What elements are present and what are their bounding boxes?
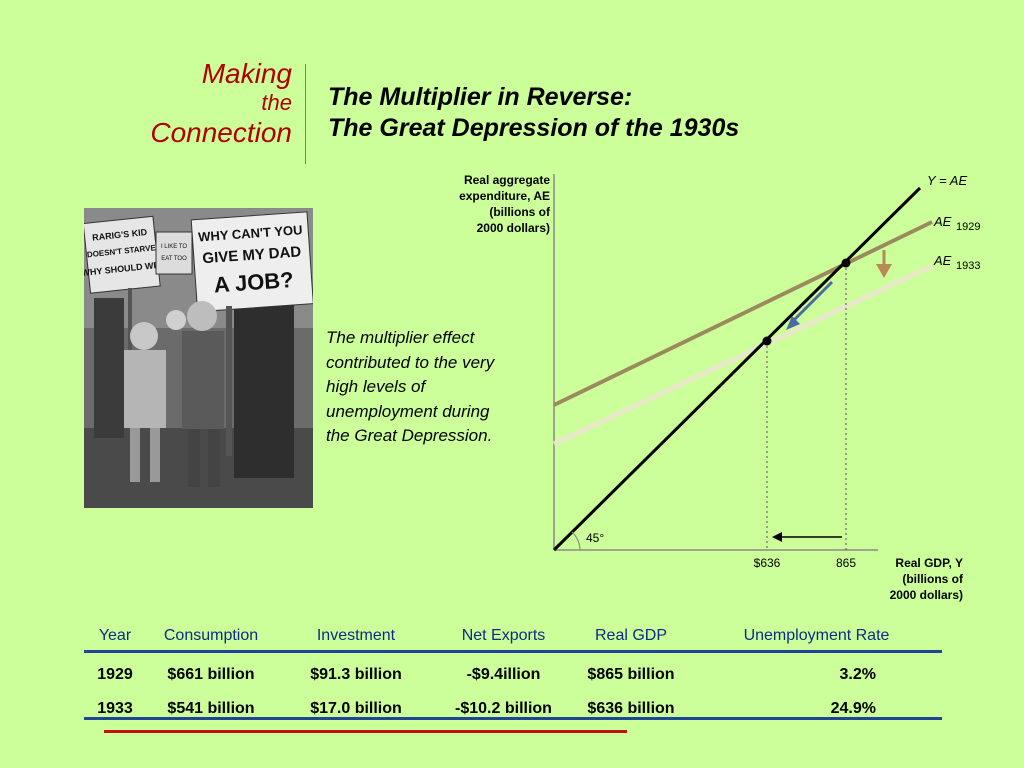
y-axis-label-line-3: (billions of	[489, 205, 551, 219]
ae-1933-line	[552, 263, 934, 447]
title-line-1: The Multiplier in Reverse:	[328, 83, 633, 111]
depression-data-table: Year Consumption Investment Net Exports …	[84, 622, 942, 726]
equilibrium-point-1933	[762, 336, 772, 346]
y-axis-label: Real aggregate expenditure, AE (billions…	[459, 173, 551, 235]
table-header-row: Year Consumption Investment Net Exports …	[84, 622, 942, 650]
chart-caption: The multiplier effect contributed to the…	[326, 328, 495, 445]
brand-the: the	[261, 90, 292, 115]
cell-unemployment-rate: 3.2%	[839, 666, 876, 683]
header-year: Year	[98, 627, 132, 644]
photo-illustration: WHY CAN'T YOU GIVE MY DAD A JOB? RARIG'S…	[84, 208, 313, 508]
y-equals-ae-line	[552, 186, 922, 552]
header-consumption: Consumption	[163, 627, 259, 644]
table-bottom-rule	[84, 717, 942, 720]
slide-title: The Multiplier in Reverse: The Great Dep…	[328, 82, 739, 144]
footer-accent-rule	[104, 730, 627, 733]
x-axis-label-line-3: 2000 dollars)	[890, 588, 963, 602]
gdp-decline-arrow	[772, 532, 842, 542]
cell-net-exports: -$10.2 billion	[455, 700, 552, 717]
ae-1929-label-main: AE	[933, 214, 952, 229]
brand-making: Making	[201, 58, 292, 89]
table-row: 1933 $541 billion $17.0 billion -$10.2 b…	[84, 692, 942, 726]
cell-investment: $91.3 billion	[310, 666, 402, 683]
cell-consumption: $541 billion	[167, 700, 255, 717]
svg-text:EAT TOO: EAT TOO	[161, 256, 187, 262]
cell-real-gdp: $636 billion	[587, 700, 675, 717]
header-net-exports: Net Exports	[461, 627, 546, 644]
shift-arrow	[786, 280, 834, 330]
header-unemployment-rate: Unemployment Rate	[743, 627, 890, 644]
x-axis-label: Real GDP, Y (billions of 2000 dollars)	[890, 556, 964, 602]
aggregate-expenditure-chart: Real aggregate expenditure, AE (billions…	[459, 173, 980, 602]
x-tick-865: 865	[836, 556, 856, 570]
cell-investment: $17.0 billion	[310, 700, 402, 717]
x-axis-label-line-1: Real GDP, Y	[895, 556, 963, 570]
y-axis-label-line-2: expenditure, AE	[459, 189, 550, 203]
down-shift-arrow	[876, 250, 892, 278]
x-tick-636: $636	[754, 556, 781, 570]
title-line-2: The Great Depression of the 1930s	[328, 114, 740, 142]
brand-logo: Making the Connection	[60, 58, 292, 150]
svg-text:WHY CAN'T YOU: WHY CAN'T YOU	[198, 222, 303, 244]
cell-unemployment-rate: 24.9%	[830, 700, 876, 717]
y-axis-label-line-4: 2000 dollars)	[477, 221, 550, 235]
table-row: 1929 $661 billion $91.3 billion -$9.4ill…	[84, 658, 942, 692]
table-header-rule	[84, 650, 942, 653]
ae-1933-label-main: AE	[933, 253, 952, 268]
cell-year: 1929	[97, 666, 133, 683]
x-axis-label-line-2: (billions of	[902, 572, 964, 586]
header-investment: Investment	[316, 627, 396, 644]
depression-protest-photo: WHY CAN'T YOU GIVE MY DAD A JOB? RARIG'S…	[84, 208, 313, 508]
cell-net-exports: -$9.4illion	[466, 666, 541, 683]
svg-text:GIVE MY DAD: GIVE MY DAD	[202, 243, 302, 267]
y-equals-ae-label: Y = AE	[927, 173, 967, 188]
ae-1933-label-sub: 1933	[956, 260, 980, 272]
svg-text:A JOB?: A JOB?	[213, 267, 294, 298]
ae-1929-line	[553, 220, 933, 407]
y-axis-label-line-1: Real aggregate	[464, 173, 550, 187]
angle-arc	[571, 531, 581, 551]
header-real-gdp: Real GDP	[594, 627, 668, 644]
cell-year: 1933	[97, 700, 133, 717]
ae-1929-label-sub: 1929	[956, 221, 980, 233]
brand-divider	[305, 64, 306, 164]
brand-connection: Connection	[150, 117, 292, 148]
equilibrium-point-1929	[841, 258, 851, 268]
svg-text:I LIKE TO: I LIKE TO	[161, 244, 187, 250]
cell-consumption: $661 billion	[167, 666, 255, 683]
angle-label: 45°	[586, 531, 604, 545]
cell-real-gdp: $865 billion	[587, 666, 675, 683]
